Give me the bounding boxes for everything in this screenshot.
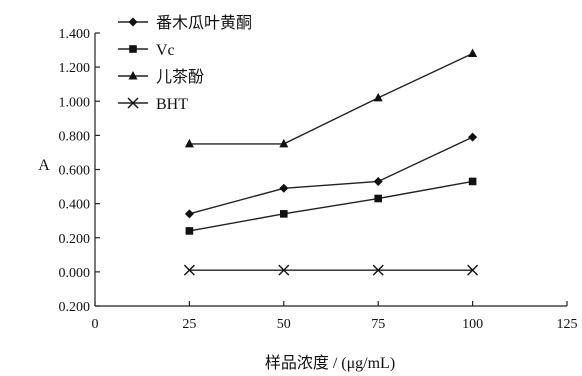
x-tick-label: 125: [557, 317, 578, 332]
x-tick-label: 0: [92, 317, 99, 332]
cross-stroke: [372, 264, 384, 276]
data-point-0: [468, 132, 478, 142]
x-axis-label: 样品浓度 / (μg/mL): [265, 354, 395, 372]
data-point-0: [279, 183, 289, 193]
data-point-0: [373, 176, 383, 186]
legend: 番木瓜叶黄酮 Vc 儿茶酚 BHT: [118, 14, 252, 113]
data-point-3: [372, 264, 384, 276]
series-group: [183, 48, 479, 276]
data-point-1: [374, 194, 382, 203]
legend-label-2: 儿茶酚: [156, 68, 204, 86]
cross-stroke: [127, 97, 139, 109]
y-tick-label: 1.200: [59, 61, 91, 76]
x-tick-label: 25: [182, 317, 196, 332]
x-tick-label: 50: [277, 317, 291, 332]
data-point-3: [183, 264, 195, 276]
y-tick-label: 0.800: [59, 129, 91, 144]
data-point-1: [280, 210, 288, 218]
series-line-0: [189, 136, 473, 215]
legend-marker-0: [128, 17, 138, 27]
x-tick-label: 100: [462, 317, 483, 332]
data-point-0: [184, 209, 194, 219]
y-tick-label: 0.400: [59, 198, 91, 213]
cross-stroke: [183, 264, 195, 276]
y-tick-labels: 0.200 0.000 0.200 0.400 0.600 0.800 1.000 1.200…: [59, 27, 100, 315]
legend-marker-2: [128, 71, 138, 80]
y-tick-label: 0.200: [59, 232, 91, 247]
data-point-2: [373, 92, 383, 102]
data-point-2: [468, 48, 478, 57]
data-point-3: [278, 264, 290, 276]
legend-label-3: BHT: [156, 96, 188, 113]
series-line-1: [189, 180, 473, 232]
cross-stroke: [278, 264, 290, 276]
data-point-1: [185, 227, 194, 235]
y-tick-label: 1.400: [59, 27, 91, 42]
data-point-2: [184, 138, 194, 148]
cross-stroke: [467, 264, 479, 276]
y-tick-label: 1.000: [59, 95, 91, 110]
y-tick-label: 0.200: [59, 300, 91, 315]
legend-marker-1: [129, 45, 137, 53]
x-tick-label: 75: [371, 317, 385, 332]
data-point-3: [467, 264, 479, 276]
data-point-2: [279, 138, 289, 148]
y-tick-label: 0.000: [59, 266, 91, 281]
legend-label-0: 番木瓜叶黄酮: [156, 14, 252, 32]
x-tick-labels: 0 25 50 75 100 125: [92, 301, 578, 332]
legend-label-1: Vc: [156, 42, 175, 59]
series-line-2: [189, 52, 473, 145]
y-tick-label: 0.600: [59, 164, 91, 179]
legend-marker-3: [127, 97, 139, 109]
y-axis-label: A: [38, 157, 50, 174]
data-point-1: [468, 177, 477, 186]
